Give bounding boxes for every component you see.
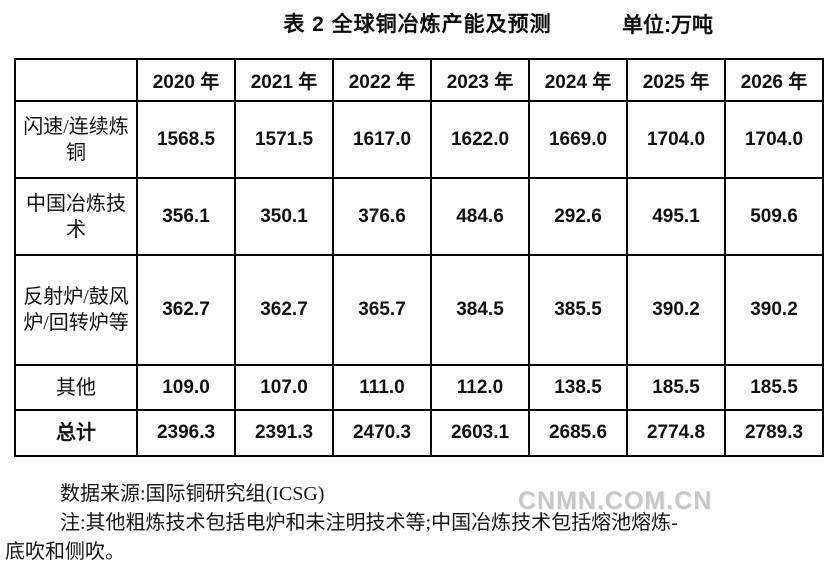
table-cell: 109.0: [136, 364, 236, 411]
table-cell: 2774.8: [626, 409, 726, 457]
corner-cell: [14, 58, 138, 102]
row-label: 其他: [14, 364, 138, 411]
table-cell: 376.6: [332, 177, 432, 256]
table-cell: 390.2: [724, 254, 824, 366]
note-line-2: 底吹和侧吹。: [5, 541, 125, 563]
table-cell: 2391.3: [234, 409, 334, 457]
table-cell: 111.0: [332, 364, 432, 411]
table-cell: 484.6: [430, 177, 530, 256]
table-cell: 1617.0: [332, 100, 432, 179]
table-cell: 138.5: [528, 364, 628, 411]
table-cell: 509.6: [724, 177, 824, 256]
column-header-2026: 2026 年: [724, 58, 824, 102]
table-cell: 362.7: [136, 254, 236, 366]
table-cell: 1622.0: [430, 100, 530, 179]
table-cell: 350.1: [234, 177, 334, 256]
table-row-flash-continuous: 闪速/连续炼铜 1568.5 1571.5 1617.0 1622.0 1669…: [14, 100, 824, 179]
table-cell: 292.6: [528, 177, 628, 256]
title-row: 表 2 全球铜冶炼产能及预测 单位:万吨: [0, 8, 835, 37]
table-row-total: 总计 2396.3 2391.3 2470.3 2603.1 2685.6 27…: [14, 409, 824, 457]
table-cell: 2603.1: [430, 409, 530, 457]
table-row-other: 其他 109.0 107.0 111.0 112.0 138.5 185.5 1…: [14, 364, 824, 411]
table-cell: 356.1: [136, 177, 236, 256]
table-cell: 185.5: [724, 364, 824, 411]
column-header-2025: 2025 年: [626, 58, 726, 102]
column-header-2022: 2022 年: [332, 58, 432, 102]
table-cell: 1704.0: [724, 100, 824, 179]
table-cell: 1568.5: [136, 100, 236, 179]
site-watermark: CNMN.COM.CN: [518, 487, 713, 515]
header-row: 2020 年 2021 年 2022 年 2023 年 2024 年 2025 …: [14, 58, 824, 102]
row-label: 中国冶炼技术: [14, 177, 138, 256]
data-source-line: 数据来源:国际铜研究组(ICSG): [60, 483, 325, 505]
table-cell: 365.7: [332, 254, 432, 366]
table-cell: 1704.0: [626, 100, 726, 179]
row-label: 闪速/连续炼铜: [14, 100, 138, 179]
table-cell: 385.5: [528, 254, 628, 366]
footnotes: CNMN.COM.CN 数据来源:国际铜研究组(ICSG) 注:其他粗炼技术包括…: [0, 480, 835, 567]
table-cell: 495.1: [626, 177, 726, 256]
table-cell: 2396.3: [136, 409, 236, 457]
table-cell: 2470.3: [332, 409, 432, 457]
table-cell: 1571.5: [234, 100, 334, 179]
table-cell: 362.7: [234, 254, 334, 366]
row-label-total: 总计: [14, 409, 138, 457]
table-cell: 390.2: [626, 254, 726, 366]
table-cell: 112.0: [430, 364, 530, 411]
column-header-2024: 2024 年: [528, 58, 628, 102]
table-row-china-tech: 中国冶炼技术 356.1 350.1 376.6 484.6 292.6 495…: [14, 177, 824, 256]
column-header-2023: 2023 年: [430, 58, 530, 102]
note-line-1: 注:其他粗炼技术包括电炉和未注明技术等;中国冶炼技术包括熔池熔炼-: [60, 512, 678, 534]
smelting-capacity-table: 2020 年 2021 年 2022 年 2023 年 2024 年 2025 …: [14, 58, 824, 457]
column-header-2020: 2020 年: [136, 58, 236, 102]
page-title: 表 2 全球铜冶炼产能及预测: [283, 13, 552, 36]
table-cell: 185.5: [626, 364, 726, 411]
table-row-reverb-blast-rotary: 反射炉/鼓风炉/回转炉等 362.7 362.7 365.7 384.5 385…: [14, 254, 824, 366]
table-cell: 2685.6: [528, 409, 628, 457]
table-cell: 384.5: [430, 254, 530, 366]
table-cell: 1669.0: [528, 100, 628, 179]
unit-label: 单位:万吨: [622, 14, 713, 37]
column-header-2021: 2021 年: [234, 58, 334, 102]
row-label: 反射炉/鼓风炉/回转炉等: [14, 254, 138, 366]
table-cell: 2789.3: [724, 409, 824, 457]
table-cell: 107.0: [234, 364, 334, 411]
